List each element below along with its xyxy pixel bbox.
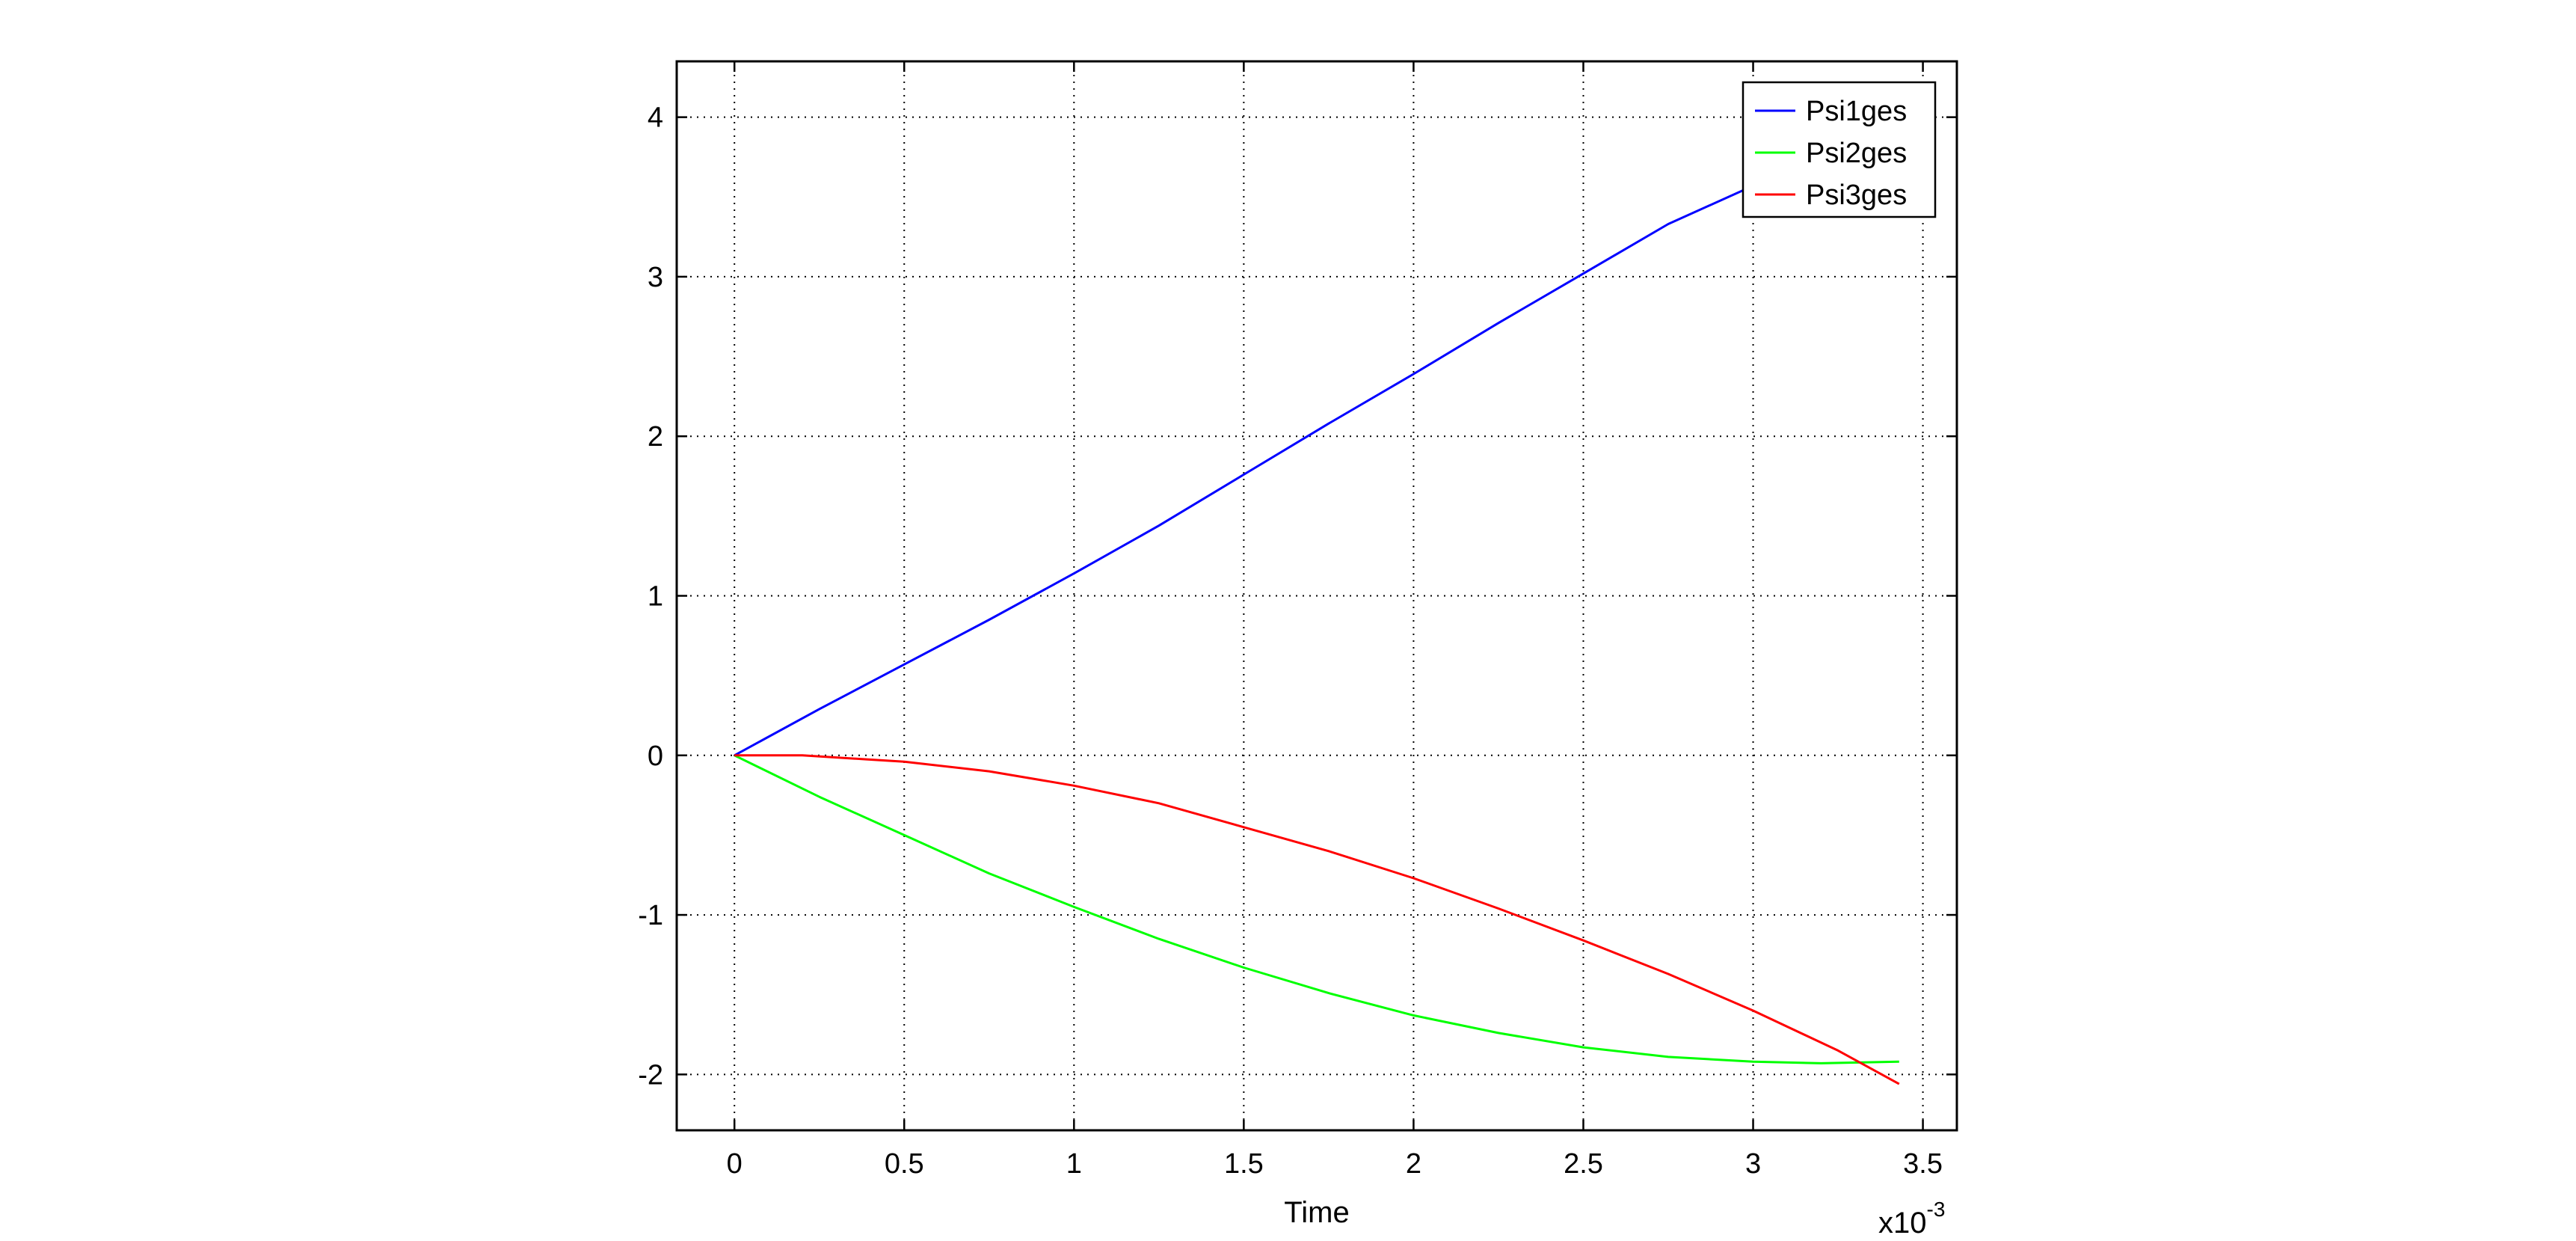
series-lines [734, 123, 1900, 1085]
y-tick-label: 4 [648, 102, 663, 134]
y-tick-label: -2 [638, 1059, 663, 1091]
series-line-psi3ges [734, 754, 1900, 1085]
legend-item-psi3ges: Psi3ges [1755, 180, 1907, 211]
x-tick-label: 2 [1406, 1148, 1421, 1180]
series-line-psi1ges [734, 123, 1900, 757]
x-axis-title: Time [1284, 1196, 1349, 1229]
y-tick-label: 0 [648, 741, 663, 772]
x-axis-multiplier: x10-3 [1878, 1198, 1945, 1237]
x-tick-label: 0 [727, 1148, 743, 1180]
legend-label: Psi1ges [1806, 96, 1907, 127]
x-axis-multiplier-base: x10 [1878, 1207, 1927, 1237]
legend-item-psi2ges: Psi2ges [1755, 138, 1907, 169]
plot-frame [675, 60, 1958, 1132]
y-tick-label: -1 [638, 900, 663, 931]
legend-label: Psi3ges [1806, 180, 1907, 211]
x-axis-multiplier-exponent: -3 [1927, 1198, 1946, 1221]
y-tick-label: 3 [648, 262, 663, 293]
x-tick-label: 0.5 [885, 1148, 924, 1180]
x-tick-label: 3 [1745, 1148, 1761, 1180]
x-tick-label: 2.5 [1564, 1148, 1603, 1180]
legend: Psi1ges Psi2ges Psi3ges [1742, 81, 1937, 218]
y-tick-label: 1 [648, 581, 663, 613]
legend-label: Psi2ges [1806, 138, 1907, 169]
axis-ticks [677, 61, 1957, 1130]
x-tick-label: 3.5 [1903, 1148, 1943, 1180]
x-tick-label: 1.5 [1224, 1148, 1264, 1180]
grid [677, 61, 1957, 1130]
legend-items: Psi1ges Psi2ges Psi3ges [1755, 96, 1907, 211]
series-line-psi2ges [734, 754, 1899, 1064]
x-tick-label: 1 [1066, 1148, 1082, 1180]
y-tick-label: 2 [648, 421, 663, 453]
legend-item-psi1ges: Psi1ges [1755, 96, 1907, 127]
tick-labels: 0 0.5 1 1.5 2 2.5 3 3.5 -2 -1 0 1 2 3 4 [638, 102, 1943, 1180]
